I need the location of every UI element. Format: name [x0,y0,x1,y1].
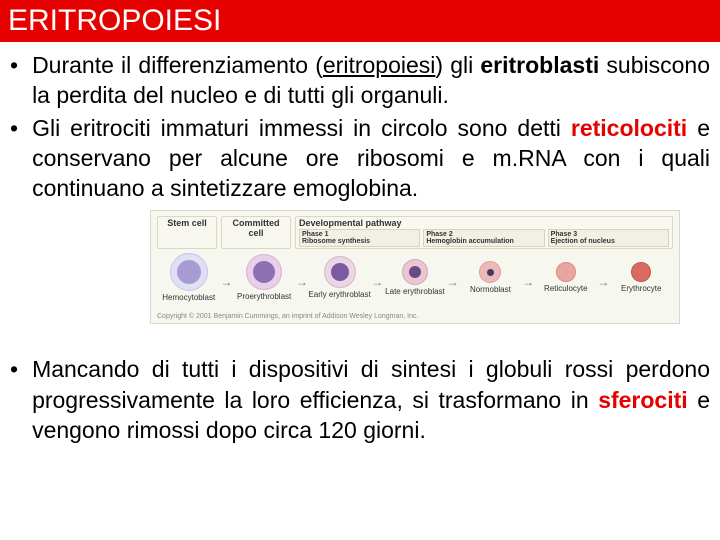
phase-title: Phase 3 [551,231,577,238]
arrow-icon: → [296,276,308,288]
arrow-icon: → [220,276,232,288]
cells-row: Hemocytoblast→Proerythroblast→Early eryt… [157,253,673,310]
arrow-icon: → [598,276,610,288]
phase-title: Phase 1 [302,231,328,238]
cell-stage: Reticulocyte [534,262,597,301]
diagram-copyright: Copyright © 2001 Benjamin Cummings, an i… [157,313,673,320]
cell-circle [246,254,282,290]
cell-circle [479,261,501,283]
cell-stage: Hemocytoblast [157,253,220,310]
cell-stage: Late erythroblast [383,259,446,304]
erythropoiesis-diagram: Stem cell Committed cell Developmental p… [150,210,680,325]
text-fragment: Durante il differenziamento ( [32,52,323,78]
cell-nucleus [331,263,349,281]
cell-stage: Proerythroblast [232,254,295,309]
underlined-term: eritropoiesi [323,52,436,78]
text-fragment: ) gli [435,52,480,78]
diagram-header-row: Stem cell Committed cell Developmental p… [157,216,673,250]
header-developmental: Developmental pathway Phase 1Ribosome sy… [295,216,673,250]
cell-label: Proerythroblast [237,293,291,309]
arrow-icon: → [447,276,459,288]
cell-nucleus [177,260,201,284]
phase-2: Phase 2Hemoglobin accumulation [423,229,544,248]
cell-label: Erythrocyte [621,285,661,301]
bullet-2: • Gli eritrociti immaturi immessi in cir… [10,113,710,204]
cell-label: Early erythroblast [308,291,370,307]
phase-sub: Hemoglobin accumulation [426,238,514,245]
cell-circle [324,256,356,288]
bullet-dot: • [10,354,18,385]
text-fragment: Gli eritrociti immaturi immessi in circo… [32,115,571,141]
phase-title: Phase 2 [426,231,452,238]
header-committed: Committed cell [221,216,291,250]
cell-nucleus [253,261,275,283]
bullet-2-text: Gli eritrociti immaturi immessi in circo… [32,113,710,204]
bullet-dot: • [10,50,18,81]
slide-header: ERITROPOIESI [0,0,720,42]
bold-term: eritroblasti [480,52,599,78]
cell-label: Reticulocyte [544,285,588,301]
header-stem-cell: Stem cell [157,216,217,250]
cell-stage: Erythrocyte [610,262,673,301]
cell-circle [402,259,428,285]
arrow-icon: → [522,276,534,288]
bullet-dot: • [10,113,18,144]
cell-label: Hemocytoblast [162,294,215,310]
phase-3: Phase 3Ejection of nucleus [548,229,669,248]
spacer [10,330,710,354]
phase-1: Phase 1Ribosome synthesis [299,229,420,248]
cell-label: Late erythroblast [385,288,445,304]
phase-row: Phase 1Ribosome synthesis Phase 2Hemoglo… [299,229,669,248]
cell-nucleus [487,269,494,276]
highlight-term: sferociti [598,387,687,413]
bullet-1: • Durante il differenziamento (eritropoi… [10,50,710,111]
cell-circle [170,253,208,291]
diagram-container: Stem cell Committed cell Developmental p… [150,210,680,325]
bullet-1-text: Durante il differenziamento (eritropoies… [32,50,710,111]
highlight-term: reticolociti [571,115,687,141]
header-dev-label: Developmental pathway [299,218,669,228]
arrow-icon: → [371,276,383,288]
phase-sub: Ribosome synthesis [302,238,370,245]
cell-stage: Early erythroblast [308,256,371,307]
cell-circle [631,262,651,282]
cell-stage: Normoblast [459,261,522,302]
slide-content: • Durante il differenziamento (eritropoi… [0,42,720,446]
bullet-3-text: Mancando di tutti i dispositivi di sinte… [32,354,710,445]
slide-title: ERITROPOIESI [8,4,221,37]
cell-label: Normoblast [470,286,511,302]
bullet-3: • Mancando di tutti i dispositivi di sin… [10,354,710,445]
cell-nucleus [409,266,421,278]
cell-circle [556,262,576,282]
phase-sub: Ejection of nucleus [551,238,615,245]
